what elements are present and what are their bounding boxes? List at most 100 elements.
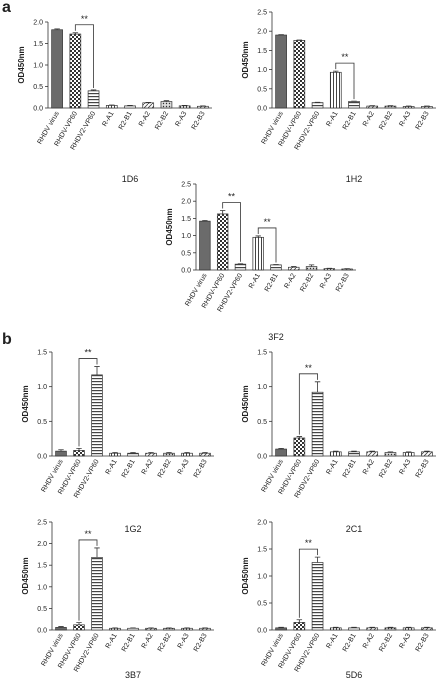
y-tick-label: 2.0 [37, 541, 47, 548]
x-tick-label: R-A1 [101, 110, 115, 127]
bar [384, 105, 397, 109]
y-tick-label: 0.5 [181, 250, 191, 257]
y-axis-label: OD450nm [21, 385, 30, 422]
bar [323, 268, 336, 271]
y-tick-label: 1.0 [257, 384, 267, 391]
y-tick-label: 2.0 [181, 199, 191, 206]
y-tick-label: 1.0 [37, 584, 47, 591]
x-tick-label: R2-B2 [378, 110, 394, 131]
y-axis-label: OD450nm [241, 557, 250, 594]
x-tick-label: R-A2 [362, 110, 376, 127]
bar [163, 627, 175, 631]
significance-bracket [78, 358, 98, 447]
y-tick-label: 1.0 [257, 574, 267, 581]
x-tick-label: R2-B3 [335, 272, 351, 293]
bar [421, 106, 433, 109]
y-tick-label: 1.0 [257, 67, 267, 74]
y-tick-label: 1.0 [33, 63, 43, 70]
error-bar [90, 89, 97, 91]
y-axis-label: OD450nm [241, 41, 250, 78]
error-bar [351, 626, 357, 628]
x-tick-label: R2-B3 [193, 458, 209, 479]
bar [55, 450, 67, 457]
bar [270, 264, 282, 271]
y-tick-label: 0.5 [257, 419, 267, 426]
x-tick-label: R2-B3 [191, 110, 207, 131]
bar [348, 451, 360, 457]
y-tick-label: 2.0 [257, 29, 267, 36]
significance-bracket [298, 548, 318, 618]
bar [124, 105, 136, 109]
significance-label: ** [305, 538, 313, 548]
bar [275, 448, 287, 457]
error-bar [58, 626, 64, 628]
bar [305, 266, 318, 271]
y-tick-label: 2.0 [33, 20, 43, 27]
y-tick-label: 1.5 [257, 350, 267, 357]
x-tick-label: R2-B1 [264, 272, 280, 293]
x-tick-label: R2-B1 [342, 632, 358, 653]
x-tick-label: R-A3 [319, 272, 333, 289]
y-tick-label: 0.5 [33, 84, 43, 91]
bar [145, 627, 157, 631]
bar [91, 374, 103, 457]
x-tick-label: R2-B2 [154, 110, 170, 131]
error-bar [387, 451, 394, 453]
bar [311, 562, 324, 631]
error-bar [333, 450, 339, 452]
x-tick-label: R2-B3 [415, 110, 431, 131]
bar [384, 627, 397, 631]
x-tick-label: R-A1 [248, 272, 262, 289]
y-tick-label: 0.0 [37, 454, 47, 461]
x-tick-label: R-A3 [174, 110, 188, 127]
y-tick-label: 0.5 [37, 606, 47, 613]
significance-label: ** [264, 217, 272, 227]
error-bar [296, 436, 303, 438]
chart-title: 2C1 [346, 524, 363, 534]
significance-label: ** [81, 14, 89, 24]
bar [142, 102, 155, 109]
error-bar [255, 235, 261, 238]
bar [51, 29, 63, 109]
error-bar [166, 452, 172, 454]
bar [69, 33, 82, 109]
x-tick-label: R2-B1 [121, 458, 137, 479]
error-bar [424, 450, 430, 452]
x-tick-label: R2-B1 [342, 110, 358, 131]
y-tick-label: 0.5 [37, 419, 47, 426]
x-tick-label: R-A3 [177, 632, 191, 649]
bar [127, 452, 139, 457]
bar [199, 627, 211, 631]
x-tick-label: R2-B3 [415, 632, 431, 653]
x-tick-label: R2-B1 [342, 458, 358, 479]
error-bar [296, 619, 303, 623]
significance-label: ** [84, 529, 92, 539]
error-bar [314, 381, 321, 393]
bar [216, 213, 229, 271]
bar [384, 452, 397, 457]
y-axis-label: OD450nm [241, 385, 250, 422]
bar [288, 266, 300, 271]
chart-title: 3B7 [125, 670, 141, 680]
error-bar [405, 626, 412, 628]
significance-bracket [298, 373, 318, 435]
y-axis-label: OD450nm [21, 557, 30, 594]
chart-title: 1D6 [122, 174, 139, 184]
chart-title: 5D6 [346, 670, 363, 680]
significance-label: ** [341, 52, 349, 62]
error-bar [94, 547, 100, 558]
significance-label: ** [228, 191, 236, 201]
error-bar [202, 452, 208, 454]
bar [366, 627, 379, 631]
bar [199, 452, 211, 457]
x-tick-label: R2-B2 [378, 458, 394, 479]
x-tick-label: R2-B3 [415, 458, 431, 479]
bar [73, 624, 85, 631]
y-tick-label: 0.0 [37, 628, 47, 635]
error-bar [308, 264, 315, 267]
bar [329, 451, 342, 457]
bar [348, 627, 360, 631]
y-tick-label: 0.0 [257, 628, 267, 635]
bar [366, 451, 379, 457]
bar [366, 105, 379, 109]
